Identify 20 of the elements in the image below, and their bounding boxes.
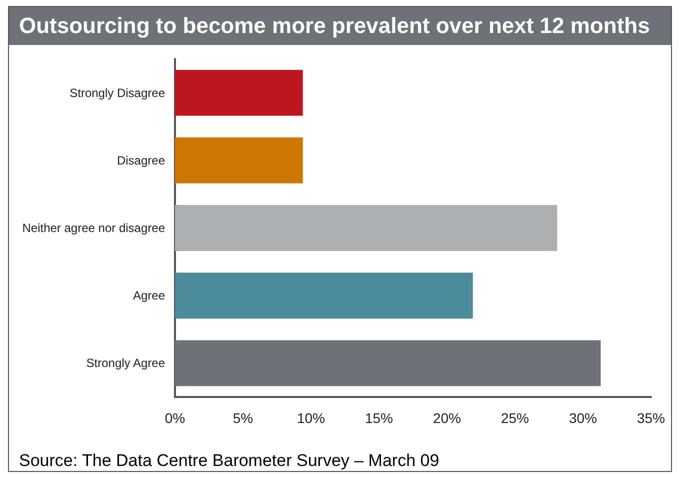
y-tick-label: Strongly Disagree xyxy=(70,86,166,100)
y-tick-label: Neither agree nor disagree xyxy=(22,221,166,235)
x-tick-label: 30% xyxy=(568,410,598,426)
bar xyxy=(175,272,473,319)
chart-title: Outsourcing to become more prevalent over next 12 months xyxy=(9,7,671,45)
x-tick-label: 0% xyxy=(164,410,186,426)
x-tick-label: 10% xyxy=(296,410,326,426)
source-note: Source: The Data Centre Barometer Survey – March 09 xyxy=(19,451,440,471)
bar xyxy=(175,340,601,386)
bar xyxy=(175,137,303,184)
bar xyxy=(175,205,558,251)
y-tick-label: Strongly Agree xyxy=(86,356,166,370)
x-tick-label: 5% xyxy=(232,410,254,426)
x-tick-label: 35% xyxy=(636,410,666,426)
x-tick-label: 20% xyxy=(432,410,462,426)
x-tick-label: 25% xyxy=(500,410,530,426)
y-tick-label: Agree xyxy=(132,288,166,303)
y-tick-label: Disagree xyxy=(116,153,166,168)
bar xyxy=(175,70,303,116)
x-tick-label: 15% xyxy=(364,410,394,426)
